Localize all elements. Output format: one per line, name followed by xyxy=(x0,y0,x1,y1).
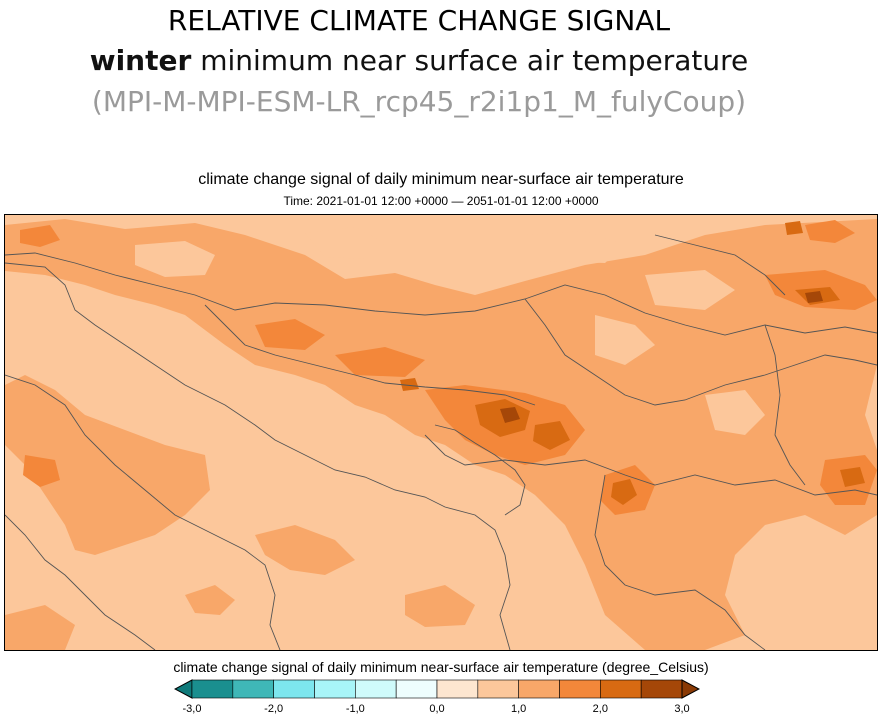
field-1to1.5 xyxy=(5,219,877,650)
colorbar-bin xyxy=(640,679,683,699)
country-borders xyxy=(5,234,877,650)
colorbar-label: climate change signal of daily minimum n… xyxy=(173,659,709,675)
colorbar-bin xyxy=(355,679,397,699)
colorbar-bin xyxy=(559,679,601,699)
colorbar xyxy=(174,679,700,699)
season-word: winter xyxy=(89,44,192,77)
field-2.5to3 xyxy=(500,291,823,423)
field-light-pockets xyxy=(135,227,765,435)
colorbar-extend-high xyxy=(681,679,700,699)
colorbar-bin xyxy=(477,679,519,699)
colorbar-tick: -2,0 xyxy=(264,703,284,715)
field-2to2.5 xyxy=(400,221,865,505)
colorbar-bin xyxy=(395,679,438,699)
colorbar-tick: 0,0 xyxy=(429,703,445,715)
map-time-label: Time: 2021-01-01 12:00 +0000 — 2051-01-0… xyxy=(283,194,599,208)
slide-title-model: (MPI-M-MPI-ESM-LR_rcp45_r2i1p1_M_fulyCou… xyxy=(91,85,747,118)
colorbar-tick: -3,0 xyxy=(182,703,202,715)
colorbar-bin xyxy=(436,679,479,699)
colorbar-tick: 2,0 xyxy=(592,703,608,715)
colorbar-bin xyxy=(232,679,274,699)
map-title: climate change signal of daily minimum n… xyxy=(198,171,684,188)
map-canvas xyxy=(5,215,877,650)
colorbar-tick: 3,0 xyxy=(674,703,690,715)
colorbar-bin xyxy=(191,679,234,699)
colorbar-bin xyxy=(273,679,315,699)
colorbar-bin xyxy=(600,679,642,699)
colorbar-tick: -1,0 xyxy=(345,703,365,715)
colorbar-bin xyxy=(518,679,560,699)
colorbar-tick: 1,0 xyxy=(511,703,527,715)
slide-title-line1: RELATIVE CLIMATE CHANGE SIGNAL xyxy=(167,4,671,37)
slide-title-line2: winter minimum near surface air temperat… xyxy=(0,44,838,77)
climate-map xyxy=(4,214,878,651)
colorbar-bin xyxy=(314,679,356,699)
variable-text: minimum near surface air temperature xyxy=(191,44,749,77)
colorbar-extend-low xyxy=(174,679,193,699)
